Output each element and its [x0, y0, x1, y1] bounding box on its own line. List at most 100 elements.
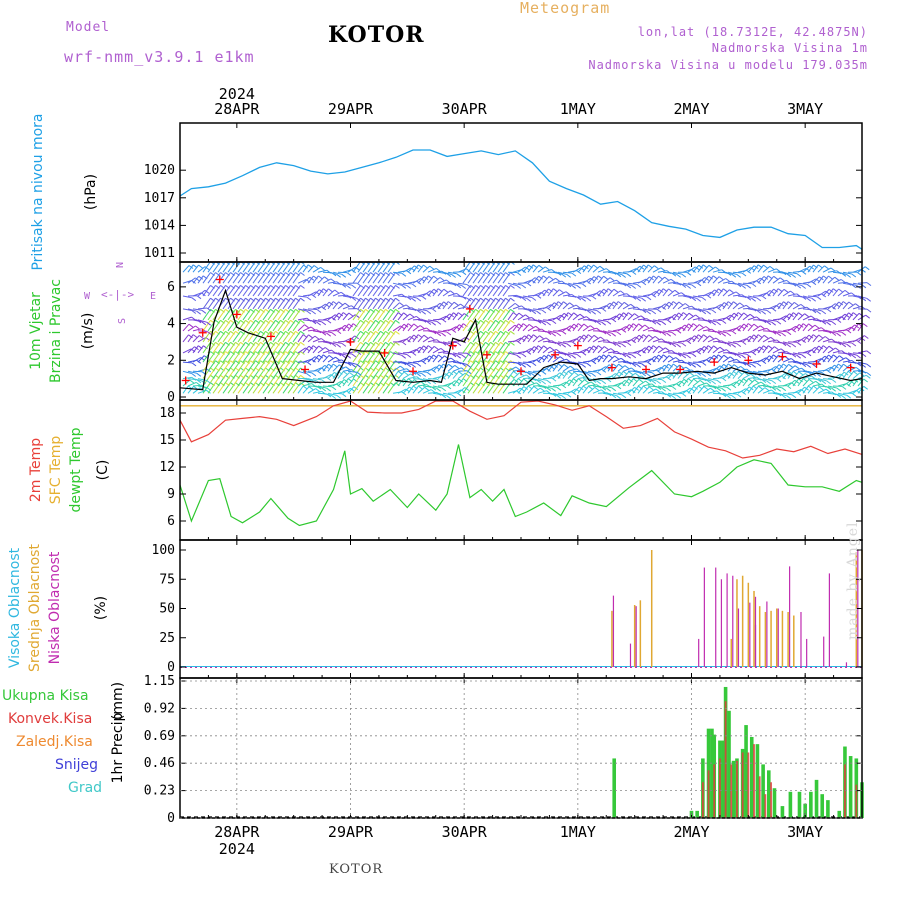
wind-barb — [677, 312, 684, 321]
wind-barb-flag — [351, 363, 357, 368]
wind-barb — [452, 378, 460, 387]
wind-barb — [292, 342, 301, 354]
compass-w: W — [84, 291, 91, 302]
wind-barb — [607, 330, 617, 333]
wind-barb — [277, 309, 286, 321]
wind-barb-flag — [802, 378, 808, 383]
wind-barb — [552, 271, 562, 275]
wind-barb — [252, 351, 261, 363]
wind-barb — [697, 308, 707, 312]
wind-barb — [702, 291, 712, 297]
wind-barb-flag — [736, 393, 742, 398]
wind-barb — [792, 352, 802, 356]
wind-barb — [277, 331, 286, 343]
wind-barb-flag — [581, 297, 587, 302]
wind-barb-flag — [192, 334, 198, 339]
wind-barb — [597, 392, 608, 394]
wind-barb-flag — [542, 275, 548, 280]
y-tick-label: 0 — [167, 390, 175, 405]
wind-barb — [492, 320, 501, 332]
wind-barb — [537, 289, 546, 297]
wind-barb-flag — [865, 374, 871, 379]
wind-barb — [227, 320, 236, 332]
wind-barb — [292, 367, 301, 379]
wind-barb-flag — [198, 264, 203, 269]
wind-barb-flag — [806, 364, 812, 368]
wind-barb — [682, 282, 692, 286]
wind-barb — [707, 266, 716, 273]
wind-barb — [792, 378, 799, 387]
wind-barb — [192, 292, 202, 297]
wind-barb — [847, 282, 857, 286]
wind-barb — [552, 314, 561, 321]
wind-barb-flag — [668, 288, 673, 293]
wind-barb-flag — [188, 265, 194, 269]
wind-barb — [277, 297, 286, 310]
total-precip-bar — [820, 794, 825, 818]
wind-barb — [782, 392, 792, 396]
wind-barb — [262, 320, 271, 332]
wind-barb — [332, 312, 340, 321]
y-tick-label: 1017 — [144, 191, 175, 206]
wind-barb — [252, 297, 261, 310]
wind-barb — [262, 342, 271, 354]
wind-barb-flag — [576, 284, 582, 289]
wind-barb-flag — [648, 334, 653, 339]
wind-barb — [692, 334, 699, 343]
wind-barb — [632, 295, 642, 299]
wind-barb-flag — [555, 348, 561, 353]
wind-barb — [707, 275, 714, 284]
wind-barb — [792, 371, 800, 379]
wind-barb — [402, 267, 412, 273]
wind-barb — [397, 368, 407, 372]
wind-barb — [427, 339, 437, 343]
wind-barb — [542, 346, 551, 354]
wind-barb — [777, 392, 787, 397]
wind-barb-flag — [341, 342, 347, 347]
wind-barb — [677, 390, 687, 394]
wind-barb — [442, 313, 451, 321]
wind-barb-flag — [641, 363, 647, 368]
wind-barb-flag — [796, 273, 802, 278]
wind-barb — [497, 351, 506, 363]
wind-barb-flag — [626, 342, 632, 346]
wind-barb — [362, 297, 371, 310]
wind-barb — [622, 324, 630, 332]
wind-barb — [652, 391, 662, 394]
wind-barb-flag — [311, 372, 317, 377]
wind-barb-flag — [631, 354, 637, 359]
wind-barb-flag — [751, 363, 757, 368]
wind-barb — [627, 282, 637, 285]
wind-barb — [322, 330, 332, 334]
wind-barb — [787, 365, 796, 372]
wind-barb — [287, 309, 296, 321]
wind-barb-flag — [206, 307, 212, 312]
wind-barb-flag — [681, 273, 687, 278]
wind-barb — [712, 276, 720, 284]
wind-barb — [207, 261, 216, 273]
wind-barb — [657, 288, 664, 297]
wind-barb — [842, 282, 852, 286]
wind-barb-flag — [786, 343, 792, 348]
wind-barb-flag — [591, 310, 597, 315]
wind-barb-flag — [409, 313, 415, 318]
conv-precip-bar — [844, 764, 846, 818]
wind-barb — [832, 392, 842, 397]
wind-barb — [327, 314, 336, 321]
top-day-label: 28APR — [214, 100, 260, 118]
wind-barb — [392, 325, 401, 332]
wind-barb-flag — [798, 371, 804, 376]
wind-barb-flag — [658, 345, 664, 350]
wind-barb — [357, 285, 366, 297]
wind-barb-flag — [815, 380, 821, 385]
wind-barb — [617, 360, 627, 363]
wind-barb-flag — [668, 355, 674, 360]
wind-barb — [242, 320, 251, 332]
wind-barb — [602, 277, 611, 284]
wind-barb-flag — [766, 380, 772, 385]
wind-barb-flag — [671, 395, 677, 400]
wind-barb — [472, 309, 481, 321]
wind-barb — [547, 385, 557, 388]
wind-barb — [302, 383, 312, 387]
wind-barb-flag — [656, 369, 662, 374]
